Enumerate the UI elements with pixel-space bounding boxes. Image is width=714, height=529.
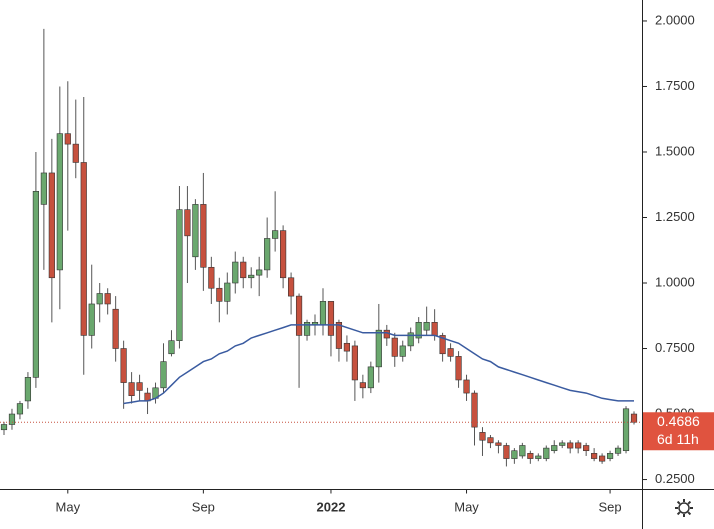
candle-body — [567, 442, 574, 449]
candle-body — [16, 403, 24, 415]
y-tick-label: 0.7500 — [655, 340, 695, 355]
candle-body — [359, 382, 366, 389]
candle-body — [614, 447, 622, 454]
candle-body — [511, 450, 518, 459]
candle-body — [24, 377, 32, 402]
candle-body — [168, 340, 175, 355]
candle-body — [455, 356, 462, 381]
candle-body — [591, 453, 598, 459]
candle-body — [391, 337, 398, 357]
candle-body — [295, 295, 303, 336]
candle-body — [559, 442, 566, 446]
candle-body — [112, 308, 119, 349]
y-tick-label: 1.5000 — [655, 143, 695, 158]
candle-body — [439, 335, 446, 355]
countdown-label: 6d 11h — [657, 431, 699, 447]
candle-body — [583, 445, 590, 452]
candle-body — [192, 204, 199, 258]
candle-body — [519, 445, 526, 457]
candle-body — [351, 345, 358, 381]
candle-body — [431, 322, 438, 336]
axes: 0.25000.50000.75001.00001.25001.50001.75… — [56, 12, 714, 514]
candle-body — [224, 282, 231, 302]
moving-average-line — [123, 324, 634, 405]
candle-body — [630, 413, 638, 423]
candle-body — [8, 413, 16, 425]
x-tick-label: May — [454, 499, 479, 514]
candle-body — [32, 190, 39, 378]
y-tick-label: 1.7500 — [655, 78, 695, 93]
candle-body — [88, 303, 95, 336]
candle-body — [487, 437, 494, 444]
candle-body — [272, 230, 279, 239]
candle-body — [535, 455, 542, 459]
y-tick-label: 1.2500 — [655, 209, 695, 224]
candle-body — [447, 348, 454, 357]
candle-body — [104, 293, 111, 305]
candle-body — [503, 445, 510, 459]
candle-body — [415, 322, 422, 339]
candle-body — [200, 204, 207, 268]
candle-body — [343, 342, 351, 352]
candle-body — [184, 209, 191, 237]
candle-body — [72, 143, 79, 163]
candle-body — [303, 322, 311, 336]
candle-body — [471, 392, 478, 428]
candle-body — [495, 442, 502, 446]
candle-body — [287, 277, 295, 297]
candle-body — [599, 455, 606, 462]
candle-body — [48, 172, 55, 279]
candle-body — [0, 424, 8, 431]
candle-body — [575, 442, 582, 449]
candle-body — [399, 345, 406, 357]
candle-body — [463, 379, 470, 394]
x-tick-label: Sep — [599, 499, 622, 514]
candle-body — [606, 453, 614, 459]
candle-body — [232, 261, 239, 284]
candle-body — [335, 322, 343, 349]
candle-body — [527, 453, 534, 459]
x-tick-label: May — [56, 499, 81, 514]
x-tick-label: Sep — [192, 499, 215, 514]
candle-body — [367, 366, 374, 389]
plot-area — [0, 28, 642, 467]
candle-body — [622, 408, 630, 452]
candle-body — [64, 133, 71, 145]
candle-body — [479, 432, 486, 441]
candle-body — [208, 266, 215, 289]
settings-icon[interactable] — [675, 499, 693, 517]
candle-body — [319, 301, 327, 326]
price-label: 0.4686 — [657, 413, 700, 429]
y-tick-label: 0.2500 — [655, 471, 695, 486]
candle-body — [551, 445, 558, 452]
candle-body — [248, 274, 255, 279]
y-tick-label: 2.0000 — [655, 12, 695, 27]
candle-body — [120, 348, 127, 383]
candle-body — [80, 162, 87, 336]
candle-body — [216, 287, 223, 302]
candle-body — [280, 230, 287, 279]
candle-body — [375, 329, 382, 368]
candle-body — [96, 293, 103, 305]
candle-body — [264, 238, 271, 271]
candle-body — [176, 209, 183, 341]
x-tick-label: 2022 — [317, 499, 346, 514]
candle-body — [136, 382, 143, 391]
y-tick-label: 1.0000 — [655, 274, 695, 289]
candle-body — [40, 172, 47, 205]
candle-body — [240, 261, 247, 279]
candle-body — [407, 332, 414, 347]
candle-body — [56, 133, 63, 271]
candle-body — [128, 382, 135, 396]
candle-body — [160, 361, 167, 389]
candle-body — [327, 301, 335, 336]
candle-body — [543, 447, 550, 459]
price-label-bg — [643, 412, 714, 451]
candle-body — [256, 269, 263, 276]
candle-body — [423, 322, 430, 331]
